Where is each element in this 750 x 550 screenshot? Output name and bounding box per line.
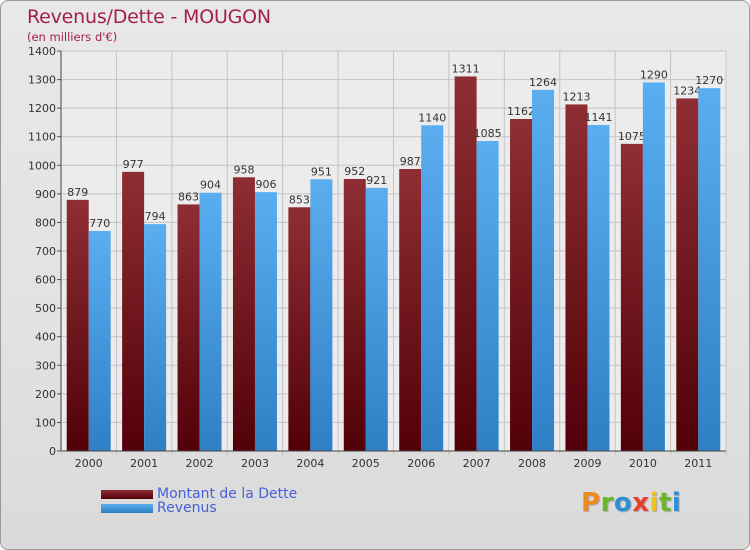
data-label-revenus: 1140 <box>418 111 446 124</box>
bar-revenus <box>254 192 277 451</box>
legend: Montant de la Dette Revenus <box>101 487 297 515</box>
legend-label-revenus: Revenus <box>157 500 217 516</box>
data-label-revenus: 951 <box>311 165 332 178</box>
y-tick-label: 400 <box>35 331 56 344</box>
logo-letter: P <box>581 488 601 518</box>
bar-dette <box>454 76 477 451</box>
y-tick-label: 200 <box>35 388 56 401</box>
x-tick-label: 2010 <box>629 457 657 470</box>
x-tick-label: 2003 <box>241 457 269 470</box>
y-tick-label: 500 <box>35 302 56 315</box>
bar-revenus <box>88 231 111 451</box>
data-label-dette: 958 <box>233 163 254 176</box>
data-label-dette: 1311 <box>452 62 480 75</box>
logo-letter: t <box>658 488 672 518</box>
bar-revenus <box>365 187 388 451</box>
bar-dette <box>343 179 366 451</box>
data-label-dette: 987 <box>400 155 421 168</box>
data-label-dette: 853 <box>289 193 310 206</box>
logo-letter: i <box>671 488 682 518</box>
chart-title: Revenus/Dette - MOUGON <box>27 6 271 28</box>
bar-revenus <box>642 82 665 451</box>
data-label-revenus: 1270 <box>695 74 723 87</box>
y-tick-label: 900 <box>35 188 56 201</box>
data-label-dette: 1234 <box>673 84 701 97</box>
x-tick-label: 2004 <box>296 457 324 470</box>
bar-revenus <box>476 141 499 451</box>
bar-dette <box>565 104 588 451</box>
bar-revenus <box>587 125 610 451</box>
data-label-revenus: 794 <box>145 210 166 223</box>
bar-dette <box>510 119 533 451</box>
data-label-revenus: 906 <box>255 178 276 191</box>
data-label-dette: 952 <box>344 165 365 178</box>
chart-subtitle: (en milliers d'€) <box>27 30 118 44</box>
y-tick-label: 1200 <box>28 102 56 115</box>
data-label-revenus: 1141 <box>584 111 612 124</box>
data-label-dette: 977 <box>123 158 144 171</box>
y-tick-label: 1300 <box>28 74 56 87</box>
y-tick-label: 100 <box>35 416 56 429</box>
y-tick-label: 600 <box>35 274 56 287</box>
legend-swatch-revenus <box>101 503 153 513</box>
data-label-revenus: 1290 <box>640 68 668 81</box>
x-tick-label: 2011 <box>684 457 712 470</box>
data-label-revenus: 1085 <box>474 127 502 140</box>
bar-dette <box>66 199 89 451</box>
bar-revenus <box>421 125 444 452</box>
x-tick-label: 2002 <box>186 457 214 470</box>
x-tick-label: 2008 <box>518 457 546 470</box>
data-label-dette: 1213 <box>562 90 590 103</box>
bar-dette <box>177 204 200 451</box>
logo-letter: x <box>632 488 650 518</box>
data-label-revenus: 904 <box>200 179 221 192</box>
data-label-revenus: 1264 <box>529 76 557 89</box>
bar-chart: 0 100 200 300 400 500 600 700 800 900 1000 1100 1200… <box>28 45 727 470</box>
proxiti-logo: Proxiti <box>581 488 681 518</box>
x-tick-label: 2009 <box>573 457 601 470</box>
logo-letter: i <box>649 488 659 518</box>
bar-dette <box>232 177 255 452</box>
bar-dette <box>676 98 699 451</box>
bar-revenus <box>199 192 222 451</box>
x-tick-label: 2006 <box>407 457 435 470</box>
bar-dette <box>288 207 311 451</box>
data-label-dette: 879 <box>67 186 88 199</box>
x-tick-label: 2001 <box>130 457 158 470</box>
data-label-revenus: 921 <box>366 174 387 187</box>
y-tick-label: 1000 <box>28 159 56 172</box>
data-label-dette: 1162 <box>507 105 535 118</box>
data-label-dette: 863 <box>178 190 199 203</box>
y-tick-label: 0 <box>49 445 56 458</box>
data-label-revenus: 770 <box>89 217 110 230</box>
y-tick-label: 800 <box>35 216 56 229</box>
x-tick-label: 2000 <box>75 457 103 470</box>
legend-item-dette: Montant de la Dette <box>101 487 297 501</box>
legend-label-dette: Montant de la Dette <box>157 486 298 502</box>
bar-dette <box>122 171 145 451</box>
x-tick-label: 2005 <box>352 457 380 470</box>
bar-revenus <box>310 179 333 452</box>
bar-dette <box>399 169 422 451</box>
y-tick-label: 1400 <box>28 45 56 58</box>
y-tick-label: 1100 <box>28 131 56 144</box>
x-tick-label: 2007 <box>463 457 491 470</box>
legend-swatch-dette <box>101 489 153 499</box>
logo-letter: o <box>613 488 633 518</box>
logo-letter: r <box>600 488 614 518</box>
bar-revenus <box>144 224 167 451</box>
bar-dette <box>620 143 643 451</box>
bar-revenus <box>532 89 555 451</box>
y-tick-label: 700 <box>35 245 56 258</box>
legend-item-revenus: Revenus <box>101 501 297 515</box>
y-tick-label: 300 <box>35 359 56 372</box>
data-label-dette: 1075 <box>618 130 646 143</box>
bar-revenus <box>698 88 721 452</box>
